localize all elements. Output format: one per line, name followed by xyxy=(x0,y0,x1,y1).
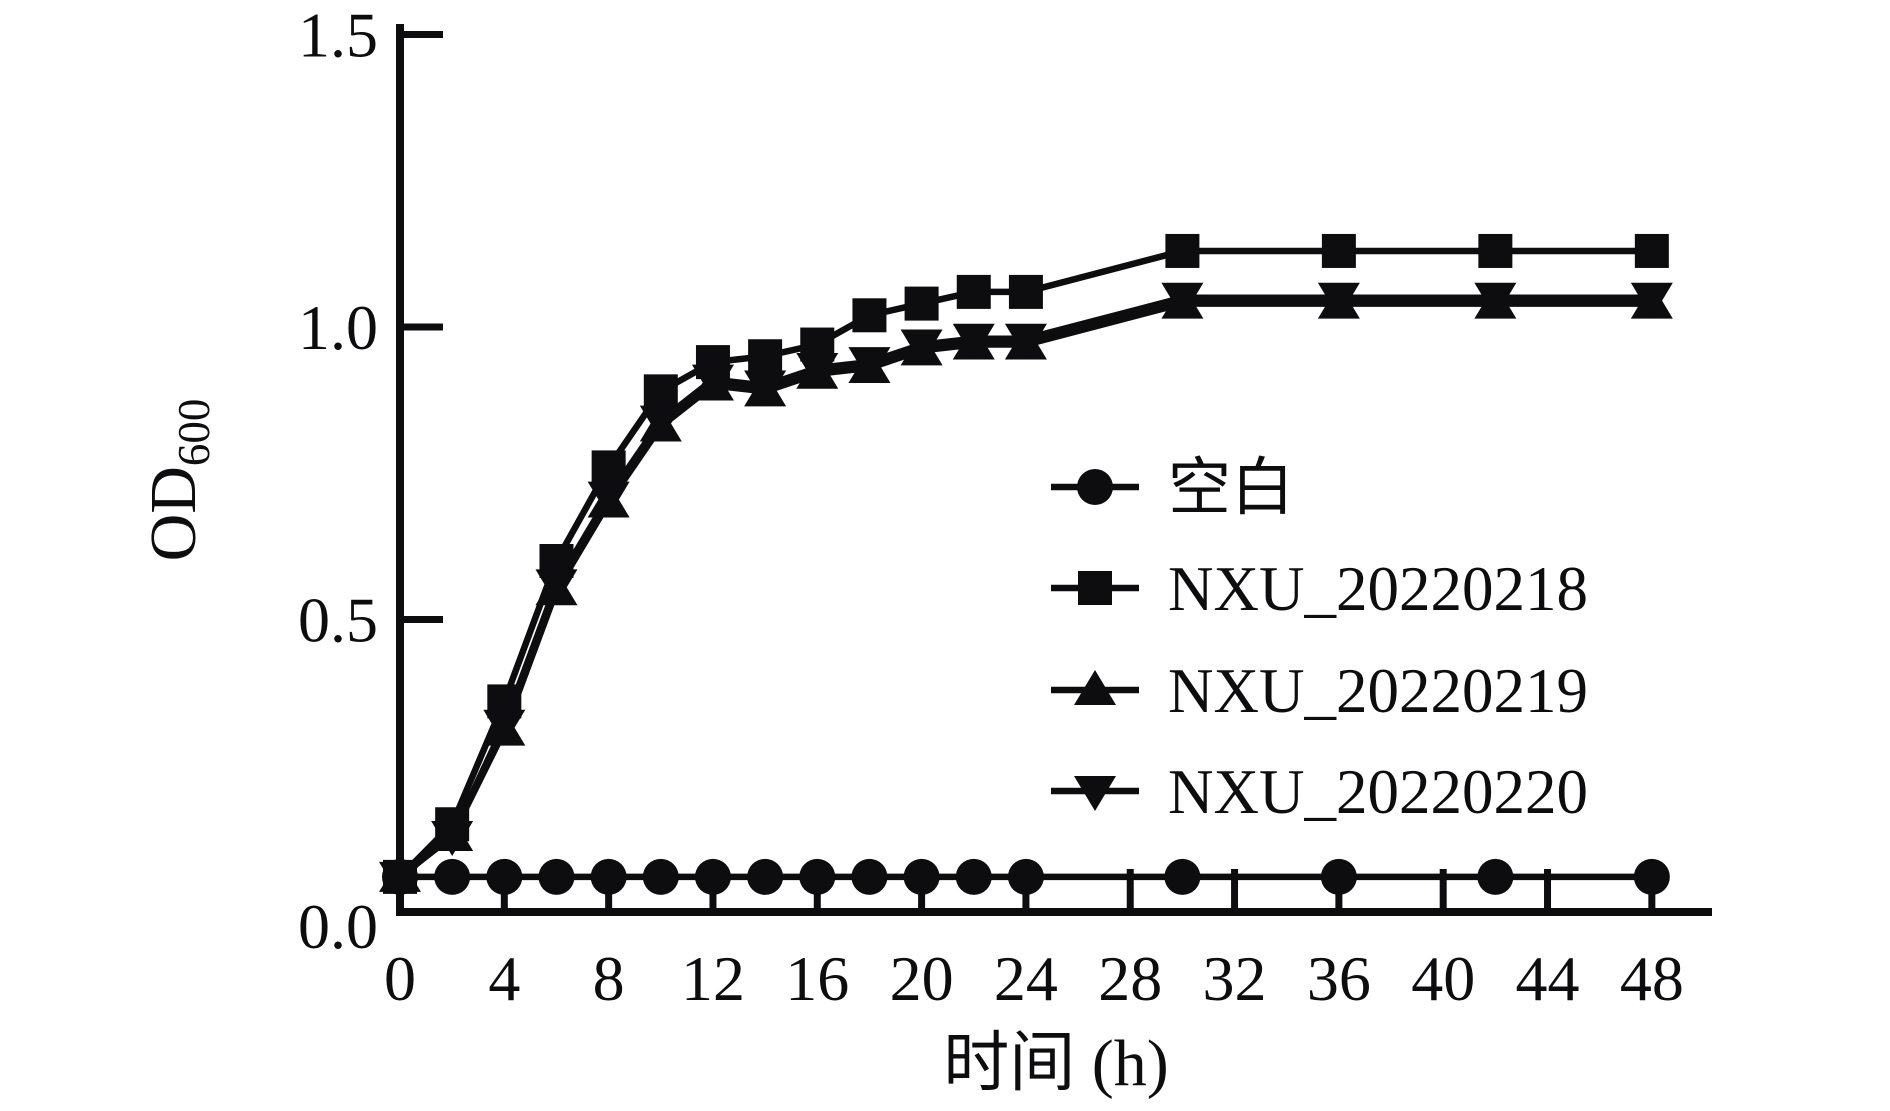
data-point-square xyxy=(643,374,678,409)
x-tick-label: 32 xyxy=(1203,943,1267,1014)
y-axis-title-subscript: 600 xyxy=(169,399,219,467)
data-point-triangle-down xyxy=(952,323,995,359)
data-point-triangle-down xyxy=(1630,282,1673,318)
data-point-triangle-down xyxy=(691,364,734,400)
legend-label: NXU_20220218 xyxy=(1168,554,1588,624)
data-point-triangle-down xyxy=(535,569,578,605)
data-point-triangle-down xyxy=(1004,323,1047,359)
x-tick-label: 40 xyxy=(1411,943,1475,1014)
x-tick-label: 44 xyxy=(1516,943,1580,1014)
data-point-square xyxy=(748,339,783,374)
legend-marker-triangle-down xyxy=(1074,776,1116,811)
data-point-circle xyxy=(1477,858,1514,895)
data-point-triangle-down xyxy=(483,709,526,745)
x-tick-label: 36 xyxy=(1307,943,1371,1014)
data-point-square xyxy=(1634,233,1669,268)
data-point-triangle-down xyxy=(1317,282,1360,318)
x-tick-label: 16 xyxy=(785,943,849,1014)
data-point-square xyxy=(904,286,939,321)
data-point-circle xyxy=(903,858,940,895)
x-tick-label: 20 xyxy=(890,943,954,1014)
data-point-square xyxy=(1165,233,1200,268)
data-point-square xyxy=(1321,233,1356,268)
data-point-circle xyxy=(1633,858,1670,895)
y-tick-label: 0.0 xyxy=(298,891,378,962)
x-axis-title: 时间 (h) xyxy=(943,1027,1168,1100)
data-point-triangle-down xyxy=(431,820,474,856)
data-point-triangle-down xyxy=(796,352,839,388)
data-point-triangle-down xyxy=(900,329,943,365)
data-point-square xyxy=(1478,233,1513,268)
data-point-square xyxy=(1008,274,1043,309)
legend-label: NXU_20220220 xyxy=(1168,757,1588,827)
data-point-circle xyxy=(382,858,418,895)
data-point-triangle-down xyxy=(1161,282,1204,318)
x-tick-label: 28 xyxy=(1098,943,1162,1014)
data-point-circle xyxy=(1320,858,1357,895)
legend-marker-triangle-up xyxy=(1074,670,1116,705)
y-axis-title: OD600 xyxy=(137,399,219,562)
data-point-circle xyxy=(799,858,836,895)
x-tick-label: 0 xyxy=(384,943,416,1014)
legend-label: NXU_20220219 xyxy=(1168,656,1588,726)
y-tick-label: 1.5 xyxy=(298,0,378,71)
data-point-triangle-down xyxy=(744,370,787,406)
data-point-triangle-down xyxy=(587,481,630,517)
data-point-circle xyxy=(538,858,575,895)
y-tick-label: 0.5 xyxy=(298,585,378,656)
legend-marker-square xyxy=(1078,571,1112,605)
data-point-square xyxy=(852,298,887,333)
legend-marker-circle xyxy=(1077,469,1113,505)
data-point-circle xyxy=(694,858,731,895)
data-point-circle xyxy=(434,858,471,895)
data-point-circle xyxy=(642,858,679,895)
x-tick-label: 4 xyxy=(488,943,520,1014)
data-point-triangle-down xyxy=(848,347,891,383)
data-point-circle xyxy=(955,858,992,895)
data-point-triangle-down xyxy=(639,405,682,441)
data-point-square xyxy=(956,274,991,309)
data-point-circle xyxy=(1007,858,1044,895)
data-point-circle xyxy=(747,858,784,895)
legend-label: 空白 xyxy=(1168,453,1294,523)
data-point-circle xyxy=(851,858,888,895)
y-tick-label: 1.0 xyxy=(298,292,378,363)
x-tick-label: 24 xyxy=(994,943,1058,1014)
data-point-triangle-down xyxy=(1474,282,1517,318)
data-point-circle xyxy=(1164,858,1201,895)
x-tick-label: 48 xyxy=(1620,943,1684,1014)
data-point-circle xyxy=(486,858,523,895)
x-tick-label: 12 xyxy=(681,943,745,1014)
x-tick-label: 8 xyxy=(593,943,625,1014)
data-point-circle xyxy=(590,858,627,895)
